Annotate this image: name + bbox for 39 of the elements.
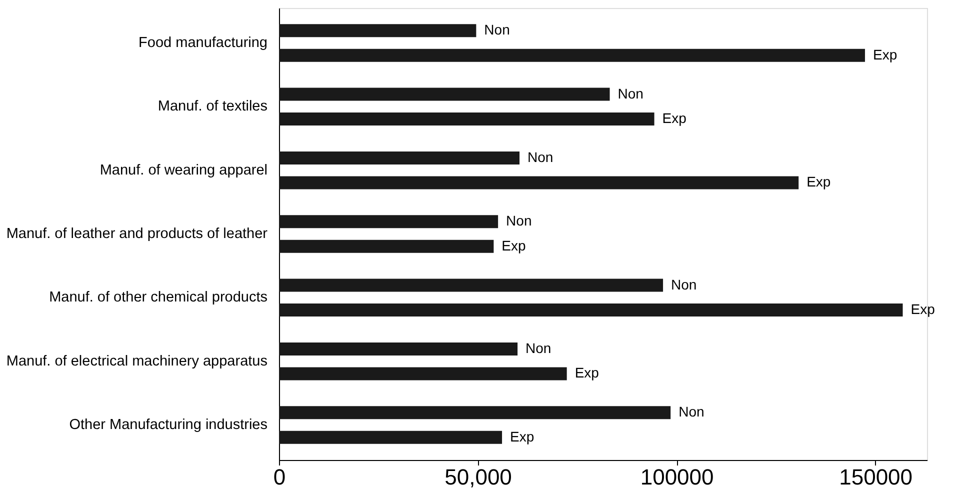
y-tick-label: Manuf. of textiles <box>158 98 268 115</box>
bar <box>279 367 567 380</box>
text: Non <box>506 212 532 229</box>
series-label: Non <box>484 22 510 38</box>
text: Exp <box>806 174 831 190</box>
text: Non <box>526 340 552 356</box>
bar <box>279 342 518 356</box>
bar <box>279 240 494 253</box>
bar <box>279 278 664 292</box>
text: Non <box>618 85 644 102</box>
text: Non <box>528 148 554 165</box>
bar <box>279 430 502 444</box>
y-tick-label: Manuf. of other chemical products <box>49 290 268 306</box>
text: Exp <box>510 428 534 444</box>
bar <box>279 304 903 317</box>
y-tick-label: Manuf. of leather and products of leather <box>6 226 268 242</box>
text: Exp <box>574 364 599 381</box>
bar <box>279 406 671 420</box>
y-tick-label: Manuf. of wearing apparel <box>100 162 268 178</box>
bar <box>279 215 498 228</box>
text: Exp <box>662 110 686 126</box>
y-tick-label: Food manufacturing <box>138 35 268 52</box>
bar <box>279 176 799 190</box>
bar <box>279 112 654 126</box>
y-tick-label: Other Manufacturing industries <box>69 416 268 433</box>
text: Exp <box>910 301 935 318</box>
x-tick-label: 50,000 <box>444 464 512 490</box>
text: Non <box>678 404 704 420</box>
text: Non <box>671 276 697 292</box>
y-tick-label: Manuf. of electrical machinery apparatus <box>6 353 268 370</box>
text: Exp <box>502 237 526 254</box>
bar <box>279 88 610 101</box>
x-tick-label: 150000 <box>839 464 913 490</box>
bar <box>279 48 865 62</box>
bar <box>279 151 520 164</box>
x-tick-label: 0 <box>273 464 286 490</box>
series-label: Exp <box>872 46 898 62</box>
bar <box>279 24 476 38</box>
x-tick-label: 100000 <box>640 464 714 490</box>
